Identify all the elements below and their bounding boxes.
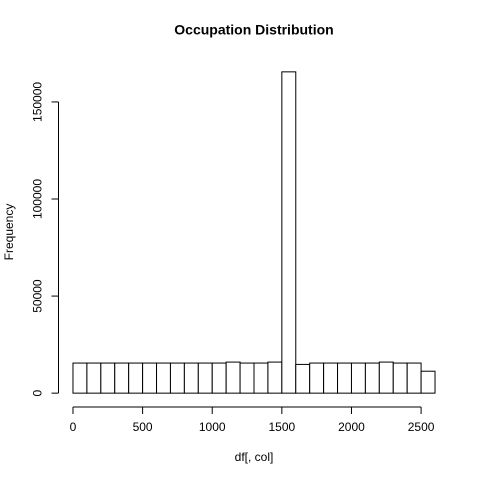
bar [225, 361, 241, 394]
bar [239, 362, 255, 394]
x-tick-label: 0 [70, 420, 77, 434]
bar [267, 361, 283, 394]
x-tick-label: 500 [133, 420, 153, 434]
bar [183, 362, 199, 394]
chart-title: Occupation Distribution [174, 22, 333, 38]
bar [364, 362, 380, 394]
bar [392, 362, 408, 394]
bar [156, 362, 171, 394]
y-tick-label: 150000 [31, 82, 45, 122]
x-tick-label: 1500 [268, 420, 295, 434]
bar [337, 362, 352, 394]
bar [253, 362, 269, 394]
y-tick-label: 50000 [31, 279, 45, 313]
x-tick-label: 2000 [338, 420, 365, 434]
bar [114, 362, 130, 394]
y-tick-label: 0 [31, 389, 45, 396]
y-tick-label: 100000 [31, 179, 45, 219]
bar [100, 362, 116, 394]
x-tick-label: 1000 [199, 420, 226, 434]
bar [142, 362, 158, 394]
x-tick-label: 2500 [408, 420, 435, 434]
bar [295, 363, 311, 394]
bar [211, 362, 227, 394]
bar [420, 370, 436, 394]
bar [169, 362, 185, 394]
x-axis-label: df[, col] [235, 450, 274, 464]
bar [197, 362, 213, 394]
bar [281, 71, 297, 394]
bar [350, 362, 366, 394]
bar [406, 362, 422, 394]
bar [86, 362, 102, 394]
y-axis-label: Frequency [2, 204, 16, 261]
bar [378, 361, 394, 394]
bar [309, 362, 325, 394]
bar [72, 362, 88, 394]
bar [128, 362, 144, 394]
bar [323, 362, 339, 394]
